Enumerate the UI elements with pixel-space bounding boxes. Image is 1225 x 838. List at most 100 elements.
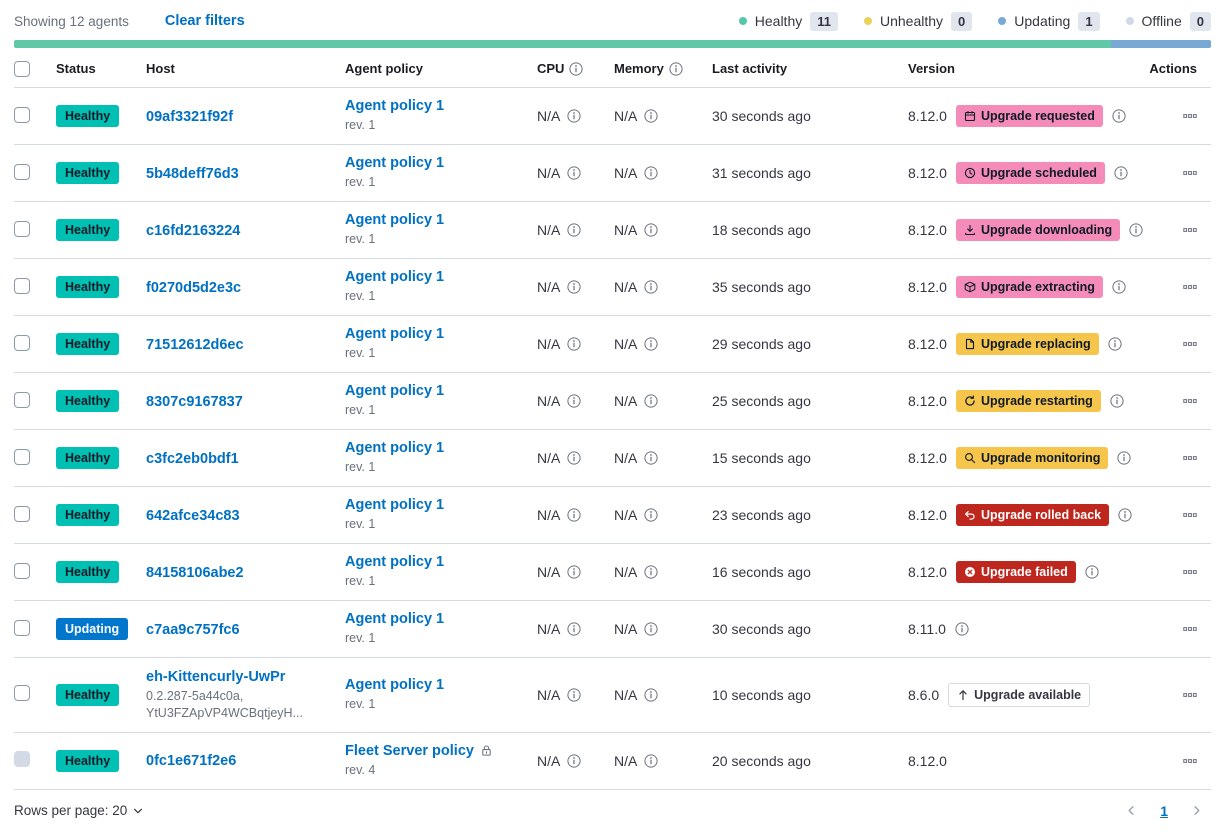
host-link[interactable]: 642afce34c83: [146, 507, 240, 524]
agent-policy-link[interactable]: Agent policy 1: [345, 611, 445, 628]
cpu-value: N/A: [537, 393, 561, 409]
memory-na-info-icon[interactable]: [644, 451, 658, 465]
memory-info-icon[interactable]: [669, 61, 683, 76]
cpu-info-icon[interactable]: [569, 61, 584, 76]
status-badge: Healthy: [56, 219, 120, 241]
host-link[interactable]: c16fd2163224: [146, 222, 241, 239]
host-link[interactable]: eh-Kittencurly-UwPr: [146, 669, 286, 685]
agent-policy-link[interactable]: Agent policy 1: [345, 326, 445, 343]
row-checkbox[interactable]: [14, 685, 30, 702]
host-link[interactable]: 8307c9167837: [146, 393, 243, 410]
row-actions-button[interactable]: [1183, 754, 1197, 768]
agent-policy-link[interactable]: Agent policy 1: [345, 212, 445, 229]
memory-na-info-icon[interactable]: [644, 688, 658, 702]
row-actions-button[interactable]: [1183, 280, 1197, 294]
memory-na-info-icon[interactable]: [644, 109, 658, 123]
host-link[interactable]: c7aa9c757fc6: [146, 621, 240, 638]
row-actions-button[interactable]: [1183, 166, 1197, 180]
legend-label: Healthy: [754, 13, 803, 29]
row-actions-button[interactable]: [1183, 394, 1197, 408]
cpu-na-info-icon[interactable]: [567, 622, 581, 636]
cpu-na-info-icon[interactable]: [567, 280, 581, 294]
upgrade-details-info-icon[interactable]: [1110, 394, 1124, 408]
memory-na-info-icon[interactable]: [644, 622, 658, 636]
row-checkbox[interactable]: [14, 163, 30, 180]
row-actions-button[interactable]: [1183, 688, 1197, 702]
agent-policy-link[interactable]: Agent policy 1: [345, 98, 445, 115]
agent-policy-link[interactable]: Agent policy 1: [345, 676, 445, 693]
row-checkbox[interactable]: [14, 751, 30, 768]
rows-per-page-selector[interactable]: Rows per page: 20: [14, 803, 144, 818]
memory-na-info-icon[interactable]: [644, 508, 658, 522]
upgrade-details-info-icon[interactable]: [1117, 451, 1131, 465]
row-checkbox[interactable]: [14, 277, 30, 294]
cpu-na-info-icon[interactable]: [567, 688, 581, 702]
row-actions-button[interactable]: [1183, 565, 1197, 579]
cpu-na-info-icon[interactable]: [567, 223, 581, 237]
cpu-na-info-icon[interactable]: [567, 508, 581, 522]
memory-na-info-icon[interactable]: [644, 280, 658, 294]
upgrade-details-info-icon[interactable]: [1112, 109, 1126, 123]
host-link[interactable]: f0270d5d2e3c: [146, 279, 242, 296]
memory-na-info-icon[interactable]: [644, 394, 658, 408]
row-actions-button[interactable]: [1183, 337, 1197, 351]
cpu-na-info-icon[interactable]: [567, 754, 581, 768]
host-link[interactable]: 84158106abe2: [146, 564, 244, 581]
row-actions-button[interactable]: [1183, 622, 1197, 636]
row-checkbox[interactable]: [14, 106, 30, 123]
cpu-na-info-icon[interactable]: [567, 109, 581, 123]
memory-value: N/A: [614, 393, 638, 409]
host-link[interactable]: c3fc2eb0bdf1: [146, 450, 239, 467]
row-checkbox[interactable]: [14, 448, 30, 465]
memory-na-info-icon[interactable]: [644, 166, 658, 180]
upgrade-details-info-icon[interactable]: [1112, 280, 1126, 294]
row-actions-button[interactable]: [1183, 223, 1197, 237]
cpu-na-info-icon[interactable]: [567, 337, 581, 351]
upgrade-details-info-icon[interactable]: [1108, 337, 1122, 351]
row-checkbox[interactable]: [14, 334, 30, 351]
upgrade-details-info-icon[interactable]: [1114, 166, 1128, 180]
upgrade-details-info-icon[interactable]: [955, 622, 969, 636]
memory-value: N/A: [614, 752, 638, 769]
agent-policy-link[interactable]: Agent policy 1: [345, 155, 445, 172]
last-activity: 15 seconds ago: [712, 450, 811, 466]
row-checkbox[interactable]: [14, 505, 30, 522]
host-link[interactable]: 0fc1e671f2e6: [146, 753, 237, 770]
agent-policy-link[interactable]: Agent policy 1: [345, 554, 445, 571]
upgrade-details-info-icon[interactable]: [1129, 223, 1143, 237]
memory-na-info-icon[interactable]: [644, 565, 658, 579]
status-bar-healthy-segment: [14, 40, 1112, 48]
agent-policy-link[interactable]: Agent policy 1: [345, 440, 445, 457]
cpu-na-info-icon[interactable]: [567, 565, 581, 579]
row-checkbox[interactable]: [14, 220, 30, 237]
row-actions-button[interactable]: [1183, 508, 1197, 522]
memory-na-info-icon[interactable]: [644, 223, 658, 237]
previous-page-button[interactable]: [1125, 804, 1138, 817]
host-link[interactable]: 71512612d6ec: [146, 336, 244, 353]
row-checkbox[interactable]: [14, 562, 30, 579]
memory-na-info-icon[interactable]: [644, 337, 658, 351]
row-actions-button[interactable]: [1183, 451, 1197, 465]
agent-policy-link[interactable]: Agent policy 1: [345, 497, 445, 514]
upgrade-badge-label: Upgrade failed: [980, 565, 1068, 579]
row-checkbox[interactable]: [14, 391, 30, 408]
cpu-na-info-icon[interactable]: [567, 394, 581, 408]
last-activity: 10 seconds ago: [712, 686, 811, 703]
next-page-button[interactable]: [1190, 804, 1203, 817]
agent-policy-link[interactable]: Agent policy 1: [345, 269, 445, 286]
cpu-na-info-icon[interactable]: [567, 166, 581, 180]
row-actions-button[interactable]: [1183, 109, 1197, 123]
select-all-checkbox[interactable]: [14, 60, 30, 77]
clear-filters-link[interactable]: Clear filters: [164, 13, 245, 29]
agent-policy-link[interactable]: Agent policy 1: [345, 383, 445, 400]
agent-version: 8.12.0: [908, 564, 947, 580]
page-number-1[interactable]: 1: [1160, 802, 1168, 819]
memory-na-info-icon[interactable]: [644, 754, 658, 768]
host-link[interactable]: 5b48deff76d3: [146, 165, 239, 182]
row-checkbox[interactable]: [14, 619, 30, 636]
host-link[interactable]: 09af3321f92f: [146, 108, 234, 125]
upgrade-details-info-icon[interactable]: [1118, 508, 1132, 522]
upgrade-details-info-icon[interactable]: [1085, 565, 1099, 579]
agent-policy-link[interactable]: Fleet Server policy: [345, 742, 474, 759]
cpu-na-info-icon[interactable]: [567, 451, 581, 465]
